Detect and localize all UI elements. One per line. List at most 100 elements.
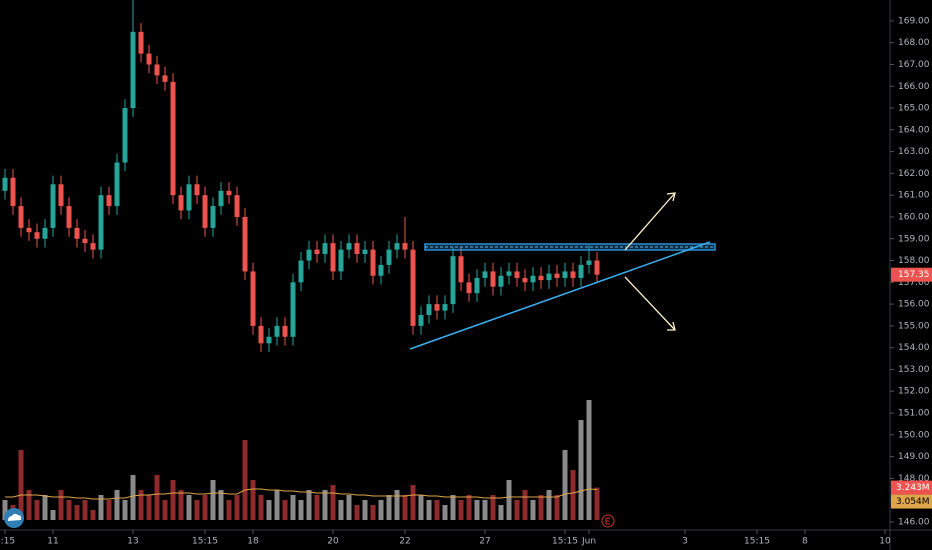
volume-bar <box>378 500 384 520</box>
volume-bar <box>98 495 104 520</box>
candle-body <box>498 275 504 287</box>
volume-bar <box>42 495 48 520</box>
candle-body <box>50 184 56 228</box>
candle-body <box>90 243 96 250</box>
candle-body <box>130 31 136 109</box>
candle-body <box>146 53 152 65</box>
volume-bar <box>194 500 200 520</box>
candle-body <box>570 271 576 278</box>
y-tick-label: 167.00 <box>898 60 930 70</box>
volume-bar <box>34 500 40 520</box>
volume-bar <box>346 495 352 520</box>
y-tick-label: 148.00 <box>898 474 930 484</box>
candle-body <box>258 325 264 344</box>
candle-body <box>274 325 280 337</box>
volume-bar <box>498 505 504 520</box>
candle-body <box>314 249 320 254</box>
volume-bar <box>522 490 528 520</box>
volume-bar <box>394 490 400 520</box>
volume-bar <box>306 490 312 520</box>
candle-body <box>138 31 144 54</box>
candle-body <box>266 336 272 344</box>
volume-bar <box>530 500 536 520</box>
candle-body <box>322 243 328 254</box>
volume-bar <box>242 440 248 520</box>
candle-body <box>18 206 24 228</box>
volume-bar <box>474 500 480 520</box>
candle-body <box>106 195 112 207</box>
volume-bar <box>418 495 424 520</box>
candle-body <box>466 282 472 294</box>
candle-body <box>426 304 432 315</box>
x-tick-label: 10 <box>879 537 891 547</box>
candle-body <box>26 227 32 233</box>
drawings <box>409 192 716 350</box>
candle-body <box>170 81 176 196</box>
volume-bar <box>202 495 208 520</box>
volume-bar <box>50 510 56 520</box>
candle-body <box>506 271 512 276</box>
candle-body <box>290 282 296 337</box>
x-tick-label: 15:15 <box>552 537 578 547</box>
volume-ma-line <box>5 488 598 500</box>
volume-bar <box>578 420 584 520</box>
x-tick-label: 22 <box>399 537 410 547</box>
volume-bar <box>146 495 152 520</box>
volume-bar <box>114 490 120 520</box>
candle-body <box>250 271 256 326</box>
volume-bar <box>490 495 496 520</box>
volume-bar <box>410 485 416 520</box>
volume-bar <box>130 475 136 520</box>
y-tick-label: 163.00 <box>898 147 930 157</box>
y-tick-label: 168.00 <box>898 38 930 48</box>
y-tick-label: 153.00 <box>898 365 930 375</box>
down-arrow <box>624 276 676 331</box>
y-tick-label: 164.00 <box>898 125 930 135</box>
candle-body <box>450 256 456 305</box>
candle-body <box>402 243 408 250</box>
volume-bar <box>250 480 256 520</box>
y-tick-label: 169.00 <box>898 16 930 26</box>
candle-body <box>154 64 160 76</box>
candle-body <box>538 275 544 281</box>
candle-body <box>242 216 248 272</box>
volume-bar <box>90 510 96 520</box>
volume-bar <box>570 470 576 520</box>
volume-bar <box>282 500 288 520</box>
candle-body <box>370 249 376 276</box>
volume-bar <box>234 495 240 520</box>
y-tick-label: 156.00 <box>898 300 930 310</box>
candle-body <box>386 249 392 265</box>
candle-body <box>362 249 368 254</box>
y-tick-label: 160.00 <box>898 212 930 222</box>
volume-bar <box>562 450 568 520</box>
y-tick-label: 165.00 <box>898 104 930 114</box>
x-tick-label: 3 <box>682 537 688 547</box>
x-tick-label: 18 <box>247 537 259 547</box>
y-tick-label: 158.00 <box>898 256 930 266</box>
volume-bar <box>2 500 8 520</box>
volume-bar <box>354 505 360 520</box>
logo-glyph <box>8 513 22 521</box>
candle-body <box>474 277 480 294</box>
volume-bar <box>506 480 512 520</box>
candle-body <box>482 271 488 278</box>
x-tick-label: 5:15 <box>0 537 15 547</box>
volume-bar <box>586 400 592 520</box>
volume-bar <box>434 500 440 520</box>
y-tick-label: 154.00 <box>898 343 930 353</box>
y-tick-label: 149.00 <box>898 452 930 462</box>
volume-bar <box>274 490 280 520</box>
volume-bar <box>426 500 432 520</box>
candle-body <box>82 238 88 244</box>
candle-body <box>210 206 216 228</box>
candle-body <box>458 256 464 283</box>
support-trendline <box>409 241 711 350</box>
candle-body <box>178 195 184 211</box>
candle-body <box>522 277 528 283</box>
candle-body <box>122 108 128 163</box>
volume-bar <box>442 505 448 520</box>
volume-bar <box>338 500 344 520</box>
candle-body <box>98 195 104 250</box>
